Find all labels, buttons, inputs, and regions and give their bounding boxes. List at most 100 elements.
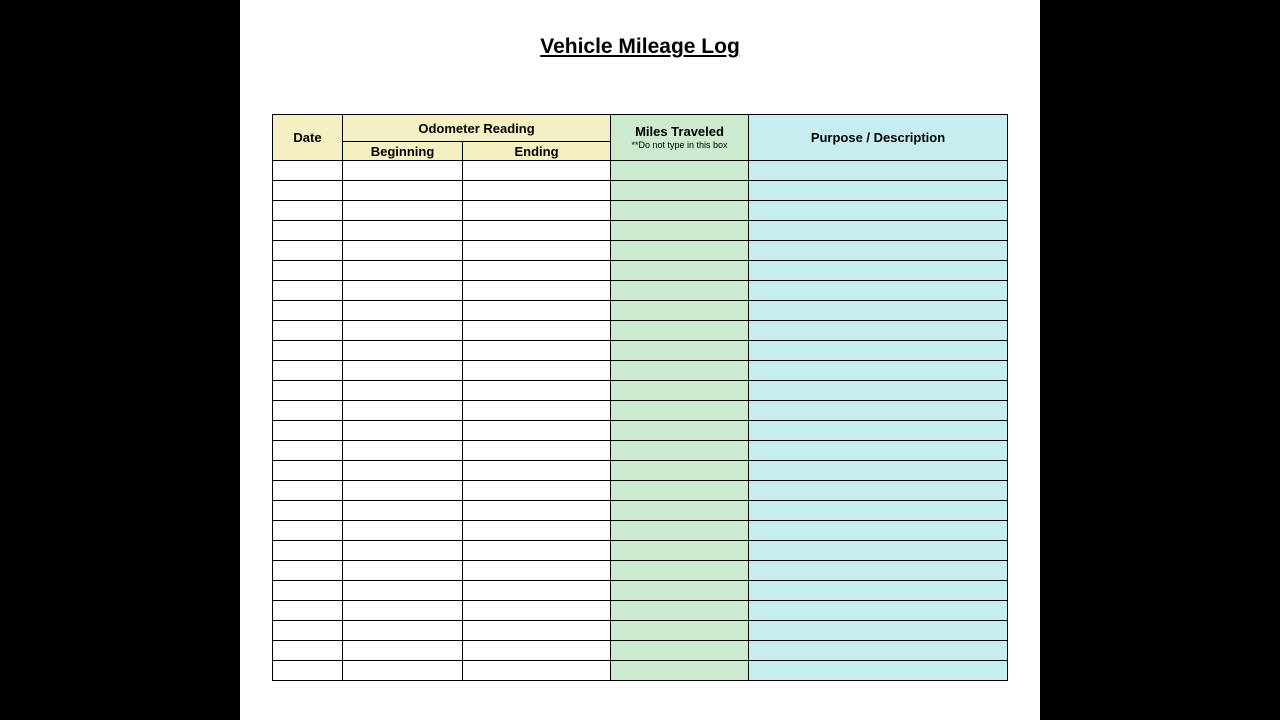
table-cell[interactable] [463,401,611,421]
table-cell[interactable] [463,581,611,601]
table-cell[interactable] [611,401,749,421]
table-cell[interactable] [273,421,343,441]
table-cell[interactable] [749,481,1008,501]
table-cell[interactable] [343,561,463,581]
table-cell[interactable] [611,481,749,501]
table-cell[interactable] [463,441,611,461]
table-cell[interactable] [611,501,749,521]
table-cell[interactable] [463,461,611,481]
table-cell[interactable] [273,521,343,541]
table-cell[interactable] [749,421,1008,441]
table-cell[interactable] [749,541,1008,561]
table-cell[interactable] [749,221,1008,241]
table-cell[interactable] [611,421,749,441]
table-cell[interactable] [343,601,463,621]
table-cell[interactable] [273,641,343,661]
table-cell[interactable] [343,521,463,541]
table-cell[interactable] [463,341,611,361]
table-cell[interactable] [343,381,463,401]
table-cell[interactable] [463,501,611,521]
table-cell[interactable] [463,261,611,281]
table-cell[interactable] [749,601,1008,621]
table-cell[interactable] [463,221,611,241]
table-cell[interactable] [463,421,611,441]
table-cell[interactable] [749,301,1008,321]
table-cell[interactable] [343,361,463,381]
table-cell[interactable] [749,281,1008,301]
table-cell[interactable] [343,161,463,181]
table-cell[interactable] [273,541,343,561]
table-cell[interactable] [611,321,749,341]
table-cell[interactable] [611,641,749,661]
table-cell[interactable] [749,501,1008,521]
table-cell[interactable] [749,201,1008,221]
table-cell[interactable] [343,501,463,521]
table-cell[interactable] [611,241,749,261]
table-cell[interactable] [611,561,749,581]
table-cell[interactable] [749,581,1008,601]
table-cell[interactable] [749,461,1008,481]
table-cell[interactable] [611,261,749,281]
table-cell[interactable] [749,441,1008,461]
table-cell[interactable] [273,201,343,221]
table-cell[interactable] [749,161,1008,181]
table-cell[interactable] [343,481,463,501]
table-cell[interactable] [611,381,749,401]
table-cell[interactable] [611,301,749,321]
table-cell[interactable] [611,441,749,461]
table-cell[interactable] [273,661,343,681]
table-cell[interactable] [749,321,1008,341]
table-cell[interactable] [749,621,1008,641]
table-cell[interactable] [273,361,343,381]
table-cell[interactable] [343,541,463,561]
table-cell[interactable] [343,421,463,441]
table-cell[interactable] [611,361,749,381]
table-cell[interactable] [749,261,1008,281]
table-cell[interactable] [343,341,463,361]
table-cell[interactable] [749,521,1008,541]
table-cell[interactable] [463,541,611,561]
table-cell[interactable] [749,381,1008,401]
table-cell[interactable] [273,241,343,261]
table-cell[interactable] [273,501,343,521]
table-cell[interactable] [749,561,1008,581]
table-cell[interactable] [273,481,343,501]
table-cell[interactable] [343,661,463,681]
table-cell[interactable] [463,241,611,261]
table-cell[interactable] [343,241,463,261]
table-cell[interactable] [273,161,343,181]
table-cell[interactable] [749,241,1008,261]
table-cell[interactable] [611,161,749,181]
table-cell[interactable] [343,281,463,301]
table-cell[interactable] [749,341,1008,361]
table-cell[interactable] [463,641,611,661]
table-cell[interactable] [343,261,463,281]
table-cell[interactable] [343,461,463,481]
table-cell[interactable] [273,581,343,601]
table-cell[interactable] [749,401,1008,421]
table-cell[interactable] [749,641,1008,661]
table-cell[interactable] [463,361,611,381]
table-cell[interactable] [273,221,343,241]
table-cell[interactable] [463,381,611,401]
table-cell[interactable] [273,321,343,341]
table-cell[interactable] [463,661,611,681]
table-cell[interactable] [463,161,611,181]
table-cell[interactable] [611,541,749,561]
table-cell[interactable] [273,181,343,201]
table-cell[interactable] [611,661,749,681]
table-cell[interactable] [343,321,463,341]
table-cell[interactable] [343,621,463,641]
table-cell[interactable] [343,221,463,241]
table-cell[interactable] [343,401,463,421]
table-cell[interactable] [611,601,749,621]
table-cell[interactable] [273,301,343,321]
table-cell[interactable] [611,461,749,481]
table-cell[interactable] [273,621,343,641]
table-cell[interactable] [463,481,611,501]
table-cell[interactable] [611,181,749,201]
table-cell[interactable] [273,441,343,461]
table-cell[interactable] [463,601,611,621]
table-cell[interactable] [463,321,611,341]
table-cell[interactable] [611,281,749,301]
